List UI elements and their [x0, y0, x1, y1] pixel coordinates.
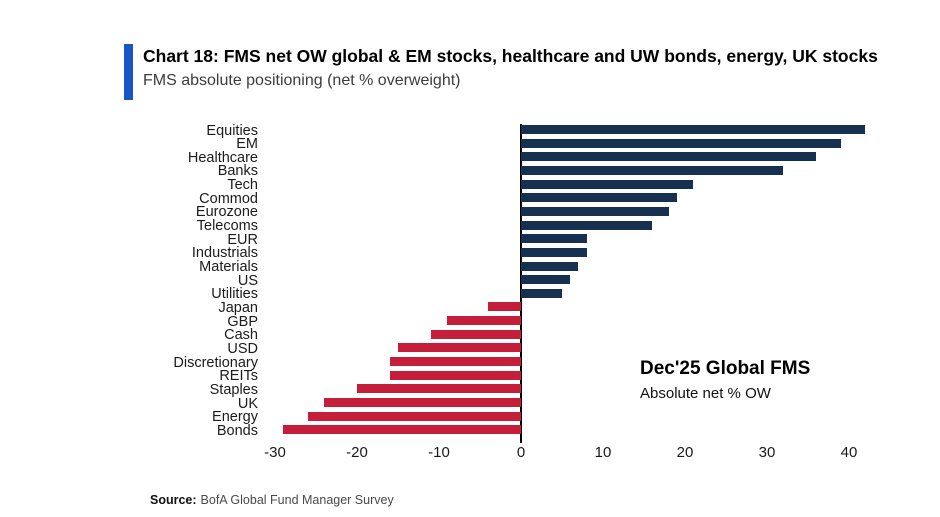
bar-eur	[521, 234, 587, 244]
title-block: Chart 18: FMS net OW global & EM stocks,…	[143, 44, 878, 100]
annotation-subtitle: Absolute net % OW	[640, 384, 771, 402]
annotation-title: Dec'25 Global FMS	[640, 358, 811, 379]
bar-utilities	[521, 288, 562, 298]
bar-us	[521, 275, 571, 285]
bar-reits	[389, 370, 521, 380]
x-axis-tick-label: 40	[840, 444, 858, 461]
category-label-us: US	[237, 272, 258, 289]
bar-staples	[357, 384, 521, 394]
chart-header: Chart 18: FMS net OW global & EM stocks,…	[124, 44, 878, 100]
chart-subtitle: FMS absolute positioning (net % overweig…	[143, 72, 461, 90]
bar-bonds	[283, 425, 521, 435]
bar-tech	[521, 179, 694, 189]
category-label-japan: Japan	[218, 299, 258, 316]
bar-materials	[521, 261, 579, 271]
title-accent-bar	[124, 44, 133, 100]
bar-usd	[398, 343, 521, 353]
bar-banks	[521, 165, 784, 175]
category-label-reits: REITs	[219, 368, 258, 385]
x-axis-tick-label: 10	[594, 444, 612, 461]
category-label-em: EM	[236, 136, 258, 153]
bar-cash	[430, 329, 521, 339]
category-label-uk: UK	[237, 395, 258, 412]
bar-equities	[521, 125, 866, 134]
source-label: Source:	[150, 493, 197, 507]
category-label-telecoms: Telecoms	[196, 218, 258, 235]
category-label-discretionary: Discretionary	[173, 354, 258, 371]
category-label-tech: Tech	[227, 177, 258, 194]
bar-telecoms	[521, 220, 653, 230]
category-label-banks: Banks	[217, 163, 258, 180]
category-label-utilities: Utilities	[211, 286, 258, 303]
category-label-industrials: Industrials	[191, 245, 258, 262]
category-label-equities: Equities	[206, 122, 258, 139]
bar-commod	[521, 193, 677, 203]
bar-healthcare	[521, 152, 817, 162]
x-axis-tick-label: 30	[758, 444, 776, 461]
category-label-energy: Energy	[212, 409, 258, 426]
category-label-cash: Cash	[224, 327, 258, 344]
source-text: BofA Global Fund Manager Survey	[200, 493, 394, 507]
bar-gbp	[447, 316, 521, 326]
x-axis-tick-label: -30	[264, 444, 286, 461]
chart-annotation: Dec'25 Global FMS Absolute net % OW	[640, 356, 810, 402]
source-note: Source: BofA Global Fund Manager Survey	[150, 493, 394, 507]
chart-title: Chart 18: FMS net OW global & EM stocks,…	[143, 46, 878, 66]
category-label-materials: Materials	[199, 259, 258, 275]
x-axis-tick-label: 20	[676, 444, 694, 461]
category-label-eur: EUR	[227, 231, 258, 248]
bar-energy	[307, 411, 521, 421]
category-label-staples: Staples	[209, 381, 258, 398]
bar-industrials	[521, 247, 587, 257]
bar-discretionary	[389, 357, 521, 367]
category-label-usd: USD	[227, 340, 258, 357]
bar-japan	[488, 302, 521, 312]
category-label-healthcare: Healthcare	[187, 149, 258, 166]
bar-eurozone	[521, 206, 669, 216]
x-axis-tick-label: -10	[428, 444, 450, 461]
bar-uk	[324, 398, 521, 407]
category-label-commod: Commod	[199, 190, 258, 207]
category-label-eurozone: Eurozone	[195, 204, 258, 221]
x-axis-tick-label: -20	[346, 444, 368, 461]
x-axis-tick-label: 0	[516, 444, 526, 461]
bar-em	[521, 138, 841, 148]
category-label-gbp: GBP	[227, 313, 258, 330]
category-label-bonds: Bonds	[216, 422, 258, 439]
